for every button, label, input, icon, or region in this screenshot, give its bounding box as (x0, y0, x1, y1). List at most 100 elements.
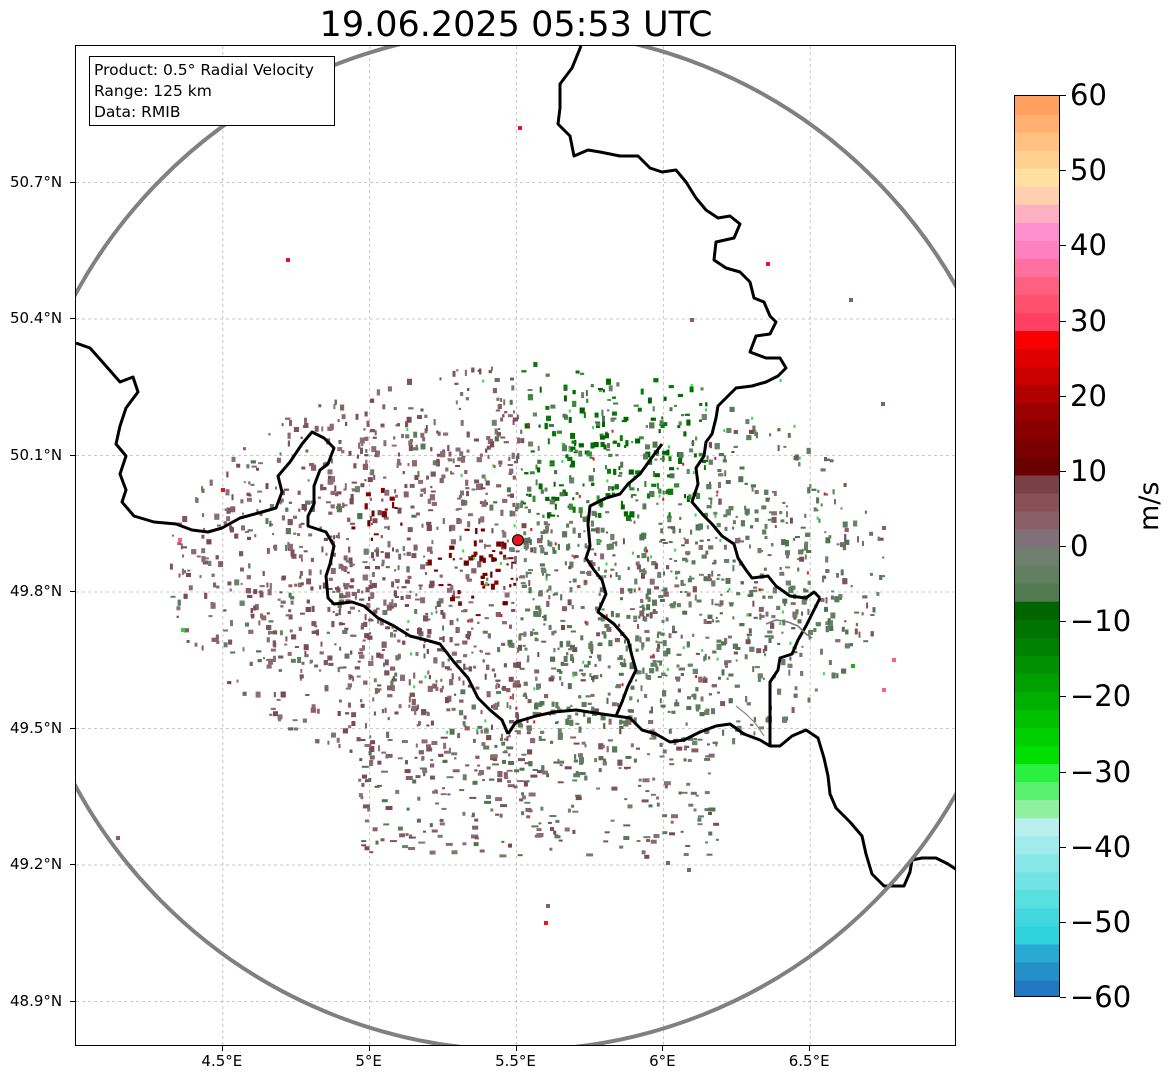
echo-pixel (493, 758, 498, 762)
echo-pixel (701, 414, 707, 420)
echo-pixel (726, 428, 732, 433)
border-luxembourg-germany (768, 597, 822, 746)
echo-pixel (360, 483, 365, 488)
echo-pixel (728, 602, 734, 605)
echo-pixel (394, 672, 398, 677)
echo-pixel (752, 600, 755, 607)
echo-pixel (611, 429, 614, 433)
echo-pixel (234, 579, 240, 586)
echo-pixel (473, 540, 477, 547)
echo-pixel (559, 492, 565, 497)
echo-pixel (725, 509, 731, 516)
echo-pixel (288, 592, 292, 598)
colorbar-segment (1015, 871, 1059, 891)
echo-pixel (549, 847, 553, 851)
echo-pixel (669, 473, 675, 479)
colorbar-segment (1015, 727, 1059, 747)
echo-pixel (718, 676, 721, 680)
echo-pixel (457, 519, 462, 524)
echo-pixel (450, 585, 454, 591)
echo-pixel (240, 582, 243, 585)
echo-pixel (439, 637, 443, 640)
echo-pixel (447, 696, 450, 699)
echo-pixel (273, 692, 276, 698)
echo-pixel (285, 636, 288, 642)
echo-pixel (560, 594, 563, 601)
lat-tick-label: 50.4°N (10, 309, 63, 327)
echo-pixel (436, 430, 439, 434)
echo-pixel (639, 636, 642, 643)
echo-pixel (421, 523, 424, 528)
echo-pixel (276, 698, 281, 701)
echo-pixel (593, 675, 599, 680)
echo-pixel (184, 570, 186, 574)
echo-pixel (289, 629, 293, 633)
echo-pixel (357, 660, 361, 663)
echo-pixel (201, 645, 204, 651)
echo-pixel (678, 421, 682, 426)
colorbar-segment (1015, 186, 1059, 205)
echo-pixel (270, 707, 276, 710)
echo-pixel (500, 398, 503, 402)
echo-pixel (361, 844, 367, 847)
echo-pixel (341, 564, 344, 568)
echo-pixel (419, 493, 423, 497)
echo-pixel (481, 474, 486, 479)
echo-pixel (602, 389, 605, 393)
echo-pixel (364, 779, 369, 783)
echo-pixel (656, 502, 659, 505)
echo-pixel (650, 706, 653, 711)
echo-pixel (204, 592, 208, 599)
echo-pixel (579, 407, 585, 414)
echo-pixel (426, 634, 431, 638)
echo-pixel (514, 730, 518, 733)
lon-tick-label: 6°E (649, 1052, 676, 1070)
echo-pixel (419, 767, 427, 770)
echo-pixel (590, 520, 594, 527)
echo-pixel (753, 586, 758, 589)
echo-pixel (275, 486, 277, 490)
echo-pixel (181, 628, 185, 632)
velocity-echoes (116, 126, 896, 925)
echo-pixel (201, 486, 204, 492)
echo-pixel (441, 474, 446, 479)
echo-pixel (568, 648, 574, 651)
echo-pixel (385, 806, 393, 810)
echo-pixel (521, 523, 527, 529)
echo-pixel (594, 552, 597, 556)
echo-pixel (519, 575, 525, 579)
echo-pixel (550, 529, 553, 534)
echo-pixel (291, 553, 297, 559)
colorbar-segment (1015, 384, 1059, 404)
echo-pixel (478, 518, 481, 525)
echo-pixel (345, 599, 351, 603)
echo-pixel (806, 447, 811, 454)
echo-pixel (599, 587, 605, 593)
echo-pixel (387, 541, 391, 548)
echo-pixel (670, 820, 674, 824)
echo-pixel (872, 607, 876, 613)
echo-pixel (342, 502, 345, 508)
echo-pixel (610, 568, 615, 571)
echo-pixel (662, 640, 667, 647)
echo-pixel (521, 792, 525, 796)
radar-site-marker (511, 534, 524, 547)
echo-pixel (630, 495, 633, 498)
echo-pixel (585, 695, 591, 698)
echo-pixel (550, 656, 556, 662)
echo-pixel (285, 507, 289, 512)
echo-pixel (674, 483, 680, 488)
echo-pixel (394, 569, 397, 572)
echo-pixel (527, 655, 530, 662)
echo-pixel (657, 641, 663, 644)
echo-pixel (844, 527, 849, 532)
echo-pixel (653, 471, 655, 477)
echo-pixel (629, 608, 635, 611)
echo-pixel (390, 605, 394, 609)
echo-pixel (834, 596, 840, 603)
echo-pixel (553, 830, 557, 835)
echo-pixel (703, 512, 708, 517)
echo-pixel (493, 501, 498, 504)
echo-pixel (647, 556, 650, 562)
echo-pixel (595, 512, 598, 518)
